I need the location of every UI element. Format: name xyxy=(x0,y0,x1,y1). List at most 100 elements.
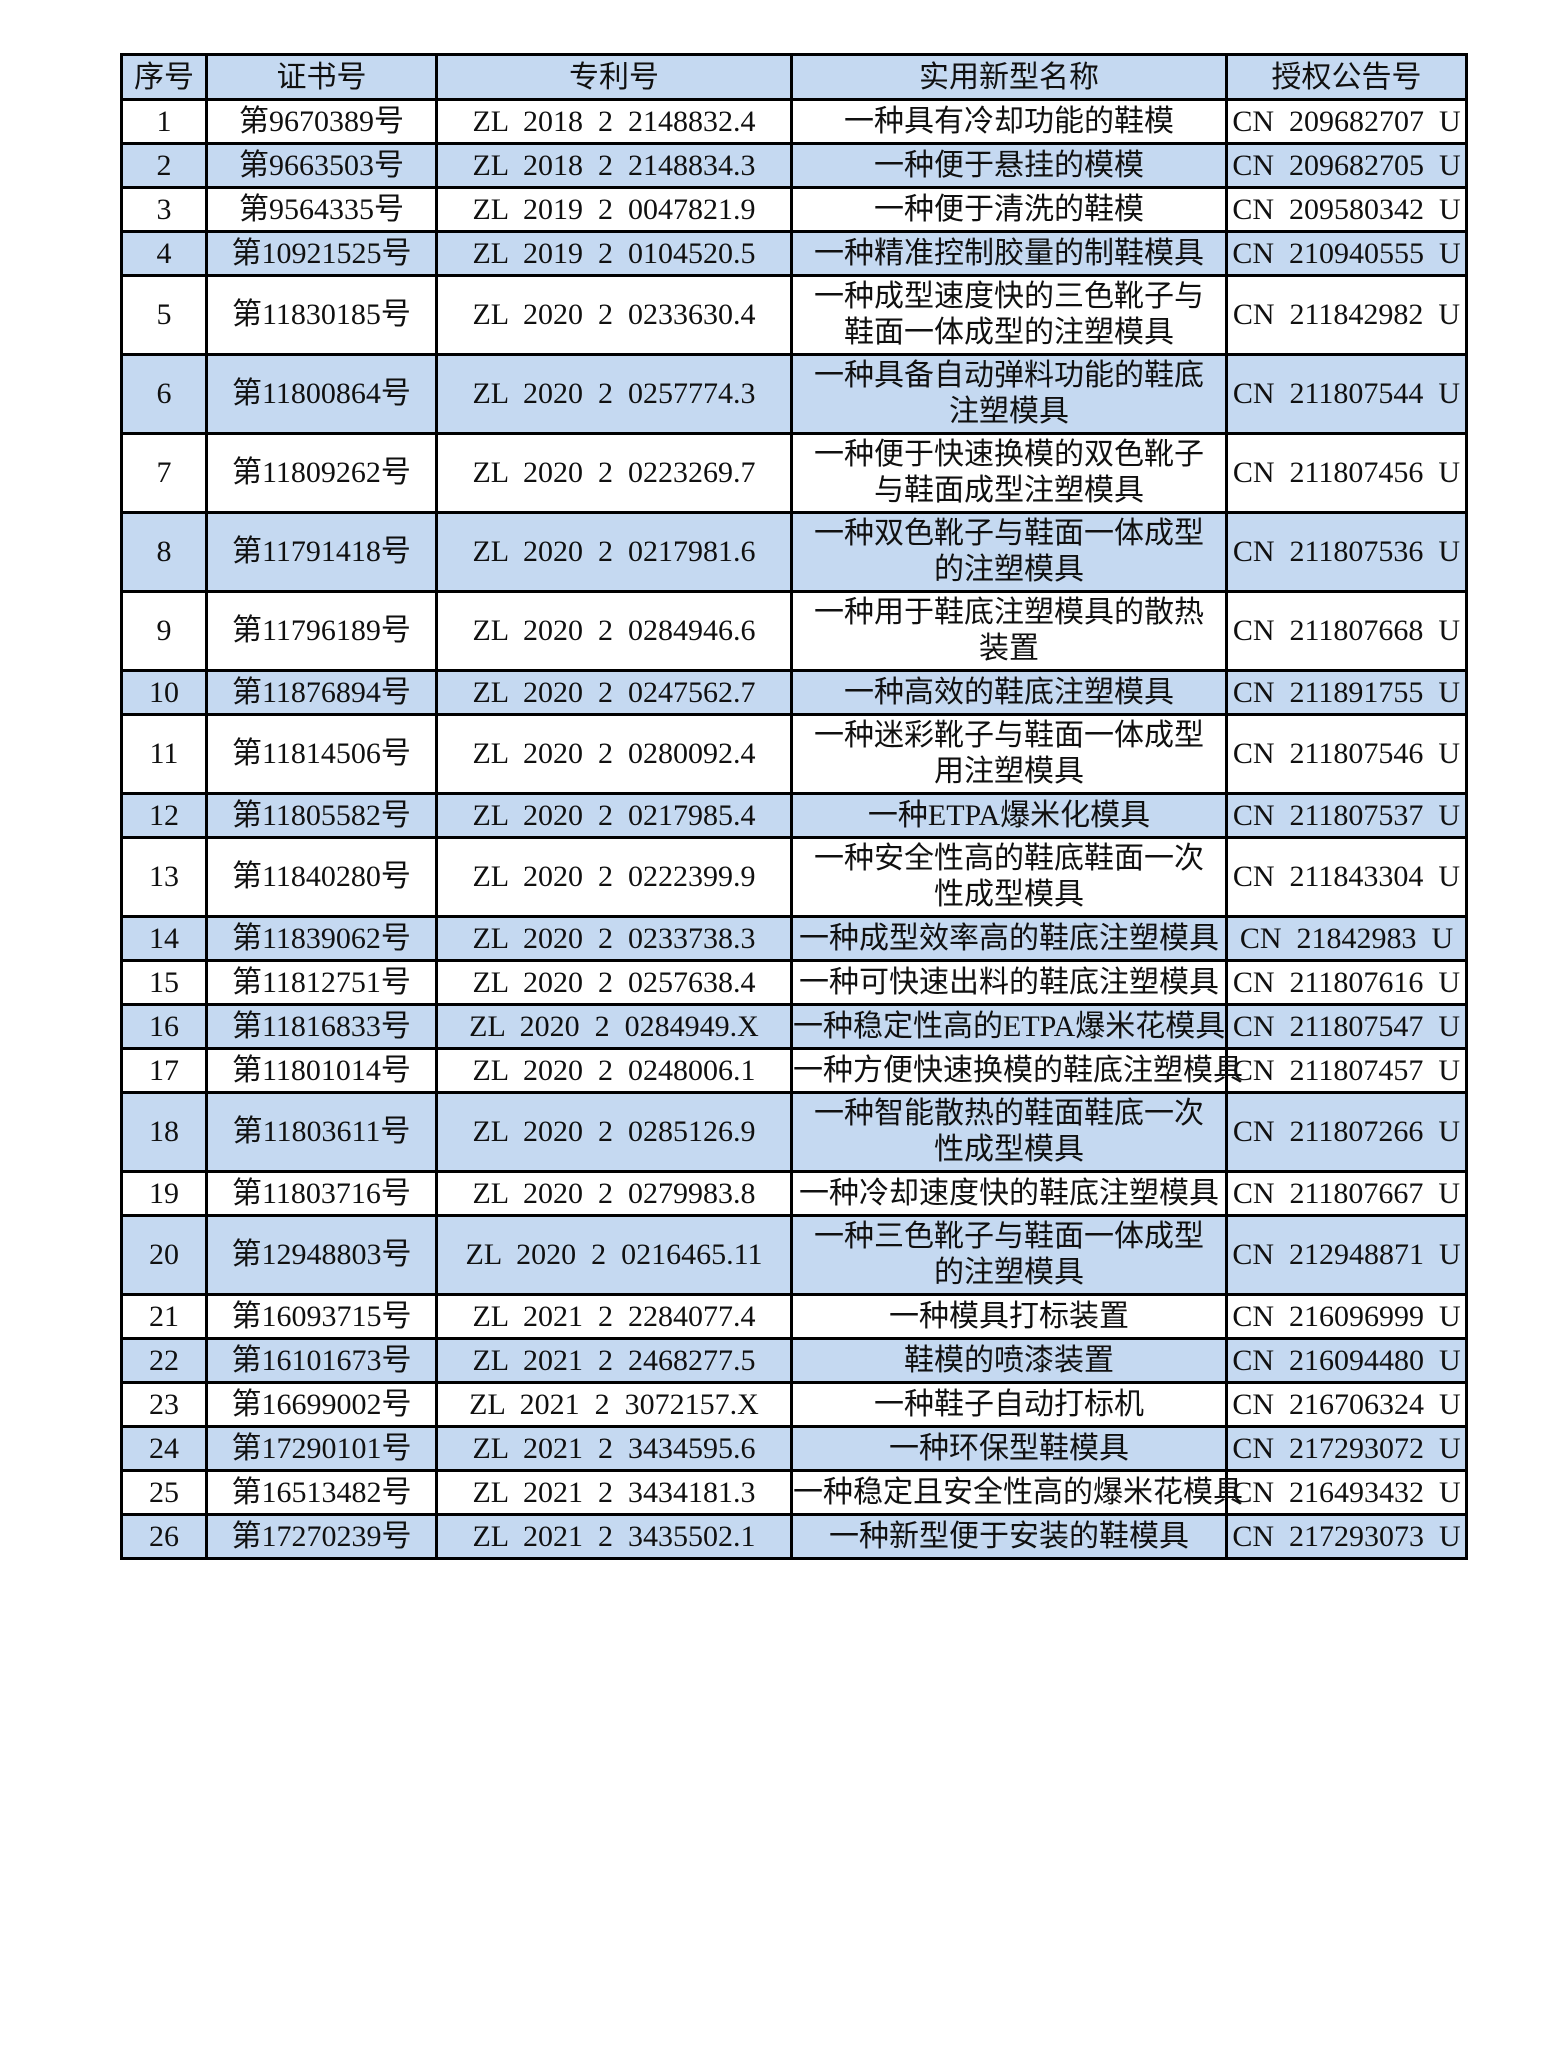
cell-index: 16 xyxy=(120,1003,208,1050)
cell-index: 6 xyxy=(120,353,208,435)
cell-grant-publication-no: CN 211807537 U xyxy=(1225,792,1468,839)
cell-grant-publication-no: CN 216706324 U xyxy=(1225,1381,1468,1428)
utility-model-name-line: 的注塑模具 xyxy=(934,1256,1084,1289)
cell-certificate-no: 第11814506号 xyxy=(205,713,438,795)
cell-grant-publication-no: CN 211842982 U xyxy=(1225,274,1468,356)
cell-index: 8 xyxy=(120,511,208,593)
table-row: 14 第11839062号 ZL 2020 2 0233738.3 一种成型效率高的鞋… xyxy=(120,915,1468,962)
utility-model-name-line: 一种高效的鞋底注塑模具 xyxy=(844,675,1174,709)
cell-grant-publication-no: CN 217293072 U xyxy=(1225,1425,1468,1472)
cell-utility-model-name: 一种稳定且安全性高的爆米花模具 xyxy=(790,1469,1243,1516)
cell-grant-publication-no: CN 211807546 U xyxy=(1225,713,1468,795)
utility-model-name-line: 一种可快速出料的鞋底注塑模具 xyxy=(799,965,1219,999)
utility-model-name-line: 一种稳定性高的ETPA爆米花模具 xyxy=(793,1009,1226,1043)
cell-patent-no: ZL 2020 2 0223269.7 xyxy=(435,432,793,514)
header-index: 序号 xyxy=(120,53,208,101)
table-row: 6 第11800864号 ZL 2020 2 0257774.3 一种具备自动弹料功能… xyxy=(120,353,1468,435)
utility-model-name-line: 一种冷却速度快的鞋底注塑模具 xyxy=(799,1176,1219,1210)
cell-certificate-no: 第17290101号 xyxy=(205,1425,438,1472)
cell-certificate-no: 第17270239号 xyxy=(205,1513,438,1560)
table-row: 16 第11816833号 ZL 2020 2 0284949.X 一种稳定性高的ET… xyxy=(120,1003,1468,1050)
utility-model-name-line: 一种成型效率高的鞋底注塑模具 xyxy=(799,921,1219,955)
cell-certificate-no: 第11830185号 xyxy=(205,274,438,356)
utility-model-name-line: 性成型模具 xyxy=(934,878,1084,911)
cell-grant-publication-no: CN 211807536 U xyxy=(1225,511,1468,593)
cell-certificate-no: 第11801014号 xyxy=(205,1047,438,1094)
table-row: 26 第17270239号 ZL 2021 2 3435502.1 一种新型便于安装的… xyxy=(120,1513,1468,1560)
utility-model-name-line: 一种迷彩靴子与鞋面一体成型 xyxy=(814,719,1204,752)
patent-table: 序号 证书号 专利号 实用新型名称 授权公告号 1 第9670389号 ZL 201… xyxy=(120,53,1468,1560)
cell-grant-publication-no: CN 211807266 U xyxy=(1225,1091,1468,1173)
cell-patent-no: ZL 2020 2 0284949.X xyxy=(435,1003,793,1050)
cell-utility-model-name: 一种模具打标装置 xyxy=(790,1293,1228,1340)
cell-utility-model-name: 一种具有冷却功能的鞋模 xyxy=(790,98,1228,145)
cell-certificate-no: 第11803716号 xyxy=(205,1170,438,1217)
cell-index: 14 xyxy=(120,915,208,962)
cell-utility-model-name: 一种高效的鞋底注塑模具 xyxy=(790,669,1228,716)
cell-utility-model-name: 一种三色靴子与鞋面一体成型 的注塑模具 xyxy=(790,1214,1228,1296)
cell-patent-no: ZL 2020 2 0233630.4 xyxy=(435,274,793,356)
utility-model-name-line: 用注塑模具 xyxy=(934,755,1084,788)
cell-index: 19 xyxy=(120,1170,208,1217)
cell-utility-model-name: 一种安全性高的鞋底鞋面一次 性成型模具 xyxy=(790,836,1228,918)
cell-index: 20 xyxy=(120,1214,208,1296)
cell-certificate-no: 第16093715号 xyxy=(205,1293,438,1340)
cell-patent-no: ZL 2021 2 2468277.5 xyxy=(435,1337,793,1384)
utility-model-name-line: 鞋面一体成型的注塑模具 xyxy=(844,316,1174,349)
table-row: 25 第16513482号 ZL 2021 2 3434181.3 一种稳定且安全性高… xyxy=(120,1469,1468,1516)
table-row: 23 第16699002号 ZL 2021 2 3072157.X 一种鞋子自动打标机… xyxy=(120,1381,1468,1428)
cell-index: 11 xyxy=(120,713,208,795)
table-row: 11 第11814506号 ZL 2020 2 0280092.4 一种迷彩靴子与鞋面… xyxy=(120,713,1468,795)
cell-index: 22 xyxy=(120,1337,208,1384)
cell-patent-no: ZL 2021 2 3072157.X xyxy=(435,1381,793,1428)
table-row: 4 第10921525号 ZL 2019 2 0104520.5 一种精准控制胶量的制… xyxy=(120,230,1468,277)
table-row: 20 第12948803号 ZL 2020 2 0216465.11 一种三色靴子与鞋… xyxy=(120,1214,1468,1296)
cell-utility-model-name: 一种迷彩靴子与鞋面一体成型 用注塑模具 xyxy=(790,713,1228,795)
cell-patent-no: ZL 2020 2 0248006.1 xyxy=(435,1047,793,1094)
cell-patent-no: ZL 2020 2 0217985.4 xyxy=(435,792,793,839)
utility-model-name-line: 装置 xyxy=(979,632,1039,665)
cell-patent-no: ZL 2020 2 0285126.9 xyxy=(435,1091,793,1173)
cell-utility-model-name: 一种新型便于安装的鞋模具 xyxy=(790,1513,1228,1560)
cell-grant-publication-no: CN 211891755 U xyxy=(1225,669,1468,716)
cell-patent-no: ZL 2021 2 3434181.3 xyxy=(435,1469,793,1516)
cell-certificate-no: 第11796189号 xyxy=(205,590,438,672)
utility-model-name-line: 一种成型速度快的三色靴子与 xyxy=(814,280,1204,313)
utility-model-name-line: 一种智能散热的鞋面鞋底一次 xyxy=(814,1097,1204,1130)
cell-certificate-no: 第10921525号 xyxy=(205,230,438,277)
cell-grant-publication-no: CN 212948871 U xyxy=(1225,1214,1468,1296)
cell-utility-model-name: 一种精准控制胶量的制鞋模具 xyxy=(790,230,1228,277)
cell-grant-publication-no: CN 21842983 U xyxy=(1225,915,1468,962)
cell-patent-no: ZL 2019 2 0104520.5 xyxy=(435,230,793,277)
cell-index: 2 xyxy=(120,142,208,189)
table-row: 7 第11809262号 ZL 2020 2 0223269.7 一种便于快速换模的双… xyxy=(120,432,1468,514)
header-utility-model-name: 实用新型名称 xyxy=(790,53,1228,101)
utility-model-name-line: 鞋模的喷漆装置 xyxy=(904,1343,1114,1377)
utility-model-name-line: 一种模具打标装置 xyxy=(889,1299,1129,1333)
cell-utility-model-name: 一种成型速度快的三色靴子与 鞋面一体成型的注塑模具 xyxy=(790,274,1228,356)
utility-model-name-line: 一种鞋子自动打标机 xyxy=(874,1387,1144,1421)
cell-utility-model-name: 一种便于悬挂的模模 xyxy=(790,142,1228,189)
cell-certificate-no: 第11800864号 xyxy=(205,353,438,435)
header-certificate-no: 证书号 xyxy=(205,53,438,101)
utility-model-name-line: 一种安全性高的鞋底鞋面一次 xyxy=(814,842,1204,875)
cell-utility-model-name: 一种具备自动弹料功能的鞋底 注塑模具 xyxy=(790,353,1228,435)
utility-model-name-line: 一种环保型鞋模具 xyxy=(889,1431,1129,1465)
table-row: 1 第9670389号 ZL 2018 2 2148832.4 一种具有冷却功能的鞋模… xyxy=(120,98,1468,145)
cell-certificate-no: 第11812751号 xyxy=(205,959,438,1006)
cell-certificate-no: 第9663503号 xyxy=(205,142,438,189)
cell-patent-no: ZL 2020 2 0247562.7 xyxy=(435,669,793,716)
cell-grant-publication-no: CN 211807544 U xyxy=(1225,353,1468,435)
cell-grant-publication-no: CN 211843304 U xyxy=(1225,836,1468,918)
cell-certificate-no: 第16513482号 xyxy=(205,1469,438,1516)
cell-index: 9 xyxy=(120,590,208,672)
cell-grant-publication-no: CN 211807457 U xyxy=(1225,1047,1468,1094)
utility-model-name-line: 一种具备自动弹料功能的鞋底 xyxy=(814,359,1204,392)
cell-certificate-no: 第11839062号 xyxy=(205,915,438,962)
table-row: 10 第11876894号 ZL 2020 2 0247562.7 一种高效的鞋底注塑… xyxy=(120,669,1468,716)
cell-patent-no: ZL 2020 2 0279983.8 xyxy=(435,1170,793,1217)
cell-grant-publication-no: CN 216094480 U xyxy=(1225,1337,1468,1384)
cell-patent-no: ZL 2020 2 0233738.3 xyxy=(435,915,793,962)
cell-index: 24 xyxy=(120,1425,208,1472)
